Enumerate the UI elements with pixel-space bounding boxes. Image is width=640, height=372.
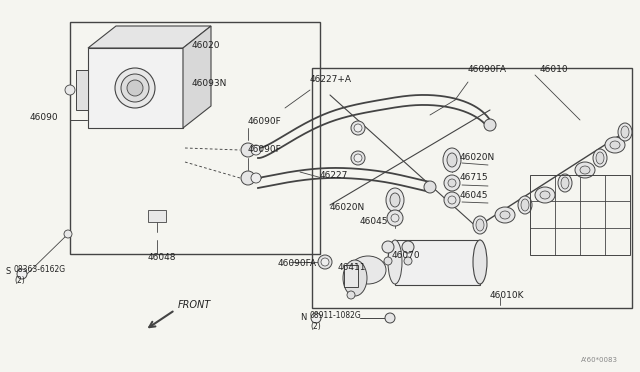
Text: S: S — [5, 267, 10, 276]
Ellipse shape — [580, 166, 590, 174]
Polygon shape — [88, 26, 211, 48]
Ellipse shape — [354, 124, 362, 132]
Text: 46010K: 46010K — [490, 292, 525, 301]
Ellipse shape — [133, 55, 177, 67]
Text: 46020: 46020 — [192, 42, 221, 51]
Text: 46090F: 46090F — [248, 118, 282, 126]
Polygon shape — [76, 70, 88, 110]
Ellipse shape — [404, 257, 412, 265]
Text: 46090FA: 46090FA — [278, 260, 317, 269]
Bar — [530, 175, 630, 255]
Text: 46090F: 46090F — [248, 145, 282, 154]
Ellipse shape — [448, 179, 456, 187]
Bar — [148, 210, 166, 222]
Ellipse shape — [115, 68, 155, 108]
Ellipse shape — [251, 145, 261, 155]
Ellipse shape — [251, 173, 261, 183]
Ellipse shape — [127, 80, 143, 96]
Ellipse shape — [64, 230, 72, 238]
Ellipse shape — [444, 192, 460, 208]
Text: A'60*0083: A'60*0083 — [581, 357, 618, 363]
Bar — [137, 75, 173, 95]
Ellipse shape — [605, 137, 625, 153]
Ellipse shape — [350, 256, 386, 284]
Text: 46045: 46045 — [360, 218, 388, 227]
Bar — [70, 22, 320, 254]
Ellipse shape — [424, 181, 436, 193]
Text: 46090FA: 46090FA — [468, 65, 507, 74]
Text: 46070: 46070 — [392, 250, 420, 260]
Text: FRONT: FRONT — [178, 300, 211, 310]
Ellipse shape — [500, 211, 510, 219]
Ellipse shape — [241, 143, 255, 157]
Polygon shape — [88, 48, 183, 128]
Text: 08363-6162G: 08363-6162G — [14, 264, 66, 273]
Ellipse shape — [518, 196, 532, 214]
Ellipse shape — [318, 255, 332, 269]
Ellipse shape — [476, 219, 484, 231]
Ellipse shape — [575, 162, 595, 178]
Ellipse shape — [121, 74, 149, 102]
Text: 46010: 46010 — [540, 65, 568, 74]
Ellipse shape — [495, 207, 515, 223]
Polygon shape — [183, 26, 211, 128]
Ellipse shape — [351, 151, 365, 165]
Ellipse shape — [484, 119, 496, 131]
Ellipse shape — [385, 313, 395, 323]
Ellipse shape — [347, 291, 355, 299]
Ellipse shape — [473, 216, 487, 234]
Text: 46411: 46411 — [338, 263, 367, 273]
Ellipse shape — [540, 191, 550, 199]
Text: (2): (2) — [310, 321, 321, 330]
Ellipse shape — [558, 174, 572, 192]
Ellipse shape — [521, 199, 529, 211]
Text: 46227+A: 46227+A — [310, 76, 352, 84]
Ellipse shape — [141, 78, 169, 92]
Text: 08911-1082G: 08911-1082G — [310, 311, 362, 320]
Ellipse shape — [444, 175, 460, 191]
Ellipse shape — [311, 313, 321, 323]
Ellipse shape — [241, 171, 255, 185]
Ellipse shape — [621, 126, 629, 138]
Bar — [312, 68, 632, 308]
Text: 46715: 46715 — [460, 173, 488, 183]
Ellipse shape — [447, 153, 457, 167]
Ellipse shape — [388, 240, 402, 284]
Ellipse shape — [343, 260, 367, 296]
Ellipse shape — [133, 36, 177, 64]
Ellipse shape — [382, 241, 394, 253]
Ellipse shape — [65, 85, 75, 95]
Text: 46020N: 46020N — [460, 153, 495, 161]
Text: N: N — [300, 314, 307, 323]
Ellipse shape — [443, 148, 461, 172]
Text: (2): (2) — [14, 276, 25, 285]
Text: 46020N: 46020N — [330, 202, 365, 212]
Bar — [395, 240, 480, 285]
Bar — [344, 265, 358, 287]
Ellipse shape — [596, 152, 604, 164]
Ellipse shape — [387, 210, 403, 226]
Ellipse shape — [402, 241, 414, 253]
Ellipse shape — [386, 188, 404, 212]
Ellipse shape — [610, 141, 620, 149]
Ellipse shape — [593, 149, 607, 167]
Ellipse shape — [390, 193, 400, 207]
Ellipse shape — [137, 68, 173, 82]
Ellipse shape — [135, 38, 175, 62]
Text: 46045: 46045 — [460, 192, 488, 201]
Text: 46048: 46048 — [148, 253, 177, 262]
Ellipse shape — [535, 187, 555, 203]
Ellipse shape — [321, 258, 329, 266]
Ellipse shape — [137, 88, 173, 102]
Ellipse shape — [384, 257, 392, 265]
Ellipse shape — [618, 123, 632, 141]
Ellipse shape — [17, 269, 27, 279]
Ellipse shape — [561, 177, 569, 189]
Ellipse shape — [473, 240, 487, 284]
Ellipse shape — [354, 154, 362, 162]
Text: 46227: 46227 — [320, 170, 348, 180]
Text: 46090: 46090 — [30, 113, 59, 122]
Ellipse shape — [351, 121, 365, 135]
Text: 46093N: 46093N — [192, 78, 227, 87]
